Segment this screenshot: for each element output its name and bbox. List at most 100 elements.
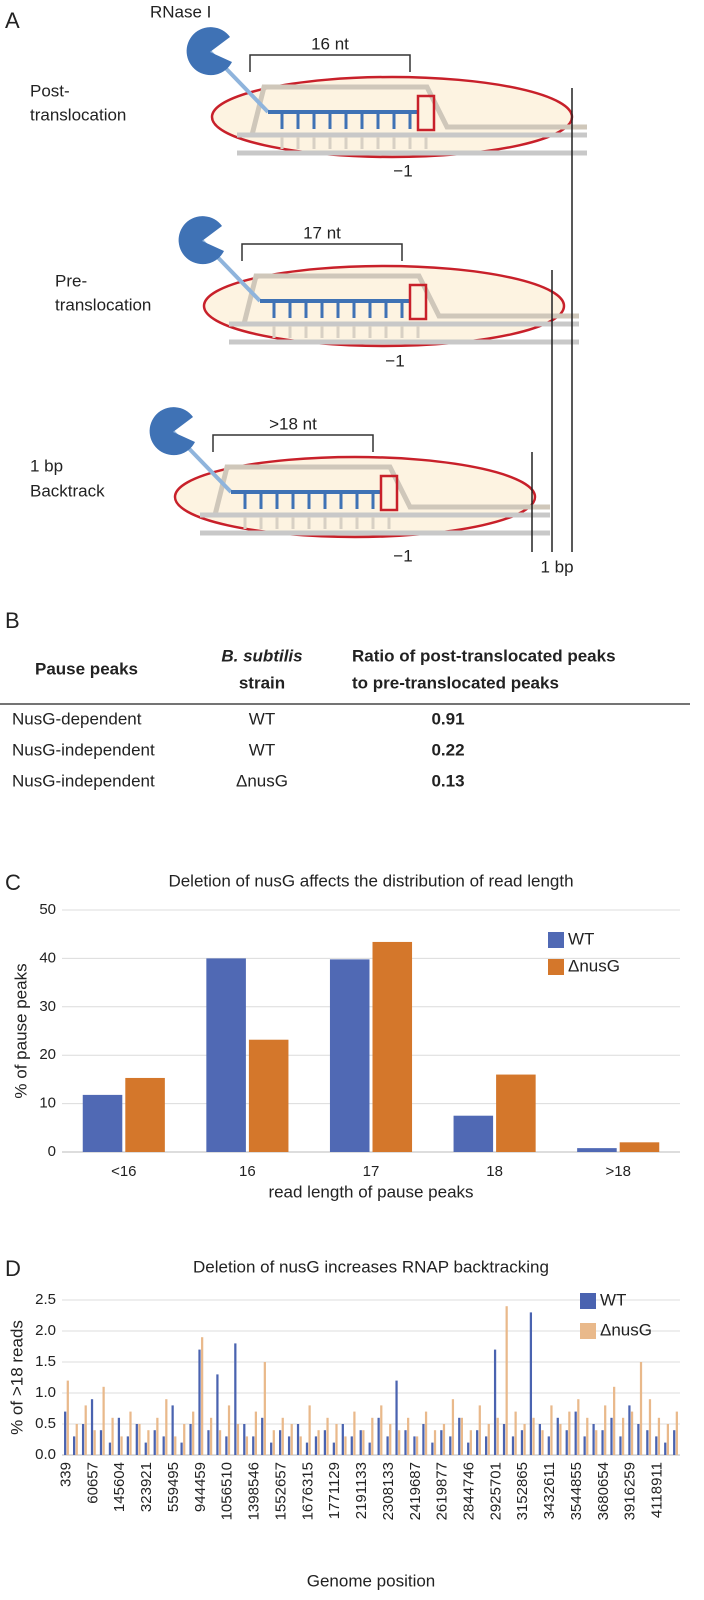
bar [550, 1405, 553, 1455]
bar [192, 1411, 195, 1455]
bar [64, 1411, 67, 1455]
x-tick-label: 3152865 [514, 1462, 531, 1520]
bar [66, 1380, 69, 1455]
y-tick-label: 0.5 [35, 1415, 56, 1432]
bar [120, 1436, 123, 1455]
bar [469, 1430, 472, 1455]
bar [666, 1424, 670, 1455]
bar [314, 1436, 318, 1455]
bar [422, 1424, 425, 1455]
bar [559, 1424, 562, 1455]
bar [216, 1374, 219, 1455]
bar [171, 1405, 174, 1455]
bar [619, 1436, 622, 1455]
bar [332, 1442, 335, 1455]
bar [180, 1442, 183, 1455]
bar [502, 1424, 506, 1455]
bar [532, 1417, 535, 1455]
bar [505, 1306, 508, 1455]
panel-label: B [5, 608, 20, 633]
y-tick-label: 10 [39, 1095, 56, 1112]
bar [129, 1411, 132, 1455]
bar [453, 1115, 494, 1152]
bar [565, 1430, 568, 1455]
legend-label: WT [600, 1290, 626, 1309]
bar [156, 1417, 159, 1455]
bar [657, 1417, 661, 1455]
bar [102, 1386, 105, 1455]
bar [252, 1436, 255, 1455]
table-header: Pause peaks [35, 659, 138, 678]
bar [478, 1405, 481, 1455]
legend-label: ΔnusG [600, 1320, 652, 1339]
bar [433, 1430, 437, 1455]
table-header: B. subtilis [221, 646, 302, 665]
bar [637, 1424, 640, 1455]
bar [586, 1417, 589, 1455]
bar [93, 1430, 96, 1455]
x-tick-label: 2419687 [407, 1462, 424, 1520]
bar [389, 1424, 392, 1455]
bar [630, 1411, 634, 1455]
bar [198, 1349, 201, 1455]
bar [261, 1417, 264, 1455]
bar [135, 1424, 138, 1455]
bar [243, 1424, 246, 1455]
bar [359, 1430, 362, 1455]
y-tick-label: 50 [39, 901, 56, 918]
bar [281, 1417, 284, 1455]
table-cell: NusG-independent [12, 771, 155, 790]
position-label: −1 [393, 546, 412, 565]
bar [111, 1417, 114, 1455]
bar [577, 1148, 617, 1152]
table-cell: NusG-independent [12, 740, 155, 759]
x-tick-label: 60657 [84, 1462, 101, 1504]
bar [592, 1424, 595, 1455]
state-label: Post- [30, 81, 70, 100]
y-axis-title: % of >18 reads [7, 1320, 26, 1435]
bar [568, 1411, 571, 1455]
bar [380, 1405, 383, 1455]
bar [619, 1142, 660, 1152]
bar [225, 1436, 228, 1455]
x-tick-label: 2191133 [353, 1462, 370, 1519]
state-label: 1 bp [30, 456, 63, 475]
bar [398, 1430, 401, 1455]
bar [183, 1424, 186, 1455]
length-label: >18 nt [269, 414, 317, 433]
length-label: 17 nt [303, 223, 341, 242]
state-label: translocation [30, 105, 126, 124]
bar [362, 1430, 365, 1455]
bar [296, 1424, 300, 1455]
bar [290, 1424, 293, 1455]
x-tick-label: 3432611 [541, 1462, 558, 1519]
bar [639, 1362, 643, 1455]
bar [613, 1386, 616, 1455]
bar [621, 1417, 625, 1455]
bar [496, 1074, 536, 1152]
legend-swatch [548, 959, 564, 975]
x-tick-label: <16 [111, 1163, 136, 1180]
y-tick-label: 20 [39, 1046, 56, 1063]
x-tick-label: 1676315 [299, 1462, 316, 1520]
bar [424, 1411, 428, 1455]
bar [234, 1343, 237, 1455]
bar [440, 1430, 443, 1455]
x-tick-label: 1552657 [272, 1462, 289, 1520]
y-tick-label: 1.5 [35, 1353, 56, 1370]
position-label: −1 [385, 351, 404, 370]
x-tick-label: 2844746 [460, 1462, 477, 1520]
bar [595, 1430, 598, 1455]
bar [335, 1424, 338, 1455]
bar [675, 1411, 678, 1455]
x-tick-label: 18 [486, 1163, 503, 1180]
bar [207, 1430, 210, 1455]
bar [583, 1436, 586, 1455]
bar [174, 1436, 177, 1455]
bar [386, 1436, 389, 1455]
bar [75, 1424, 78, 1455]
complex-diagram [179, 216, 579, 346]
bar [162, 1436, 165, 1455]
bar [407, 1417, 410, 1455]
bar [529, 1312, 533, 1455]
